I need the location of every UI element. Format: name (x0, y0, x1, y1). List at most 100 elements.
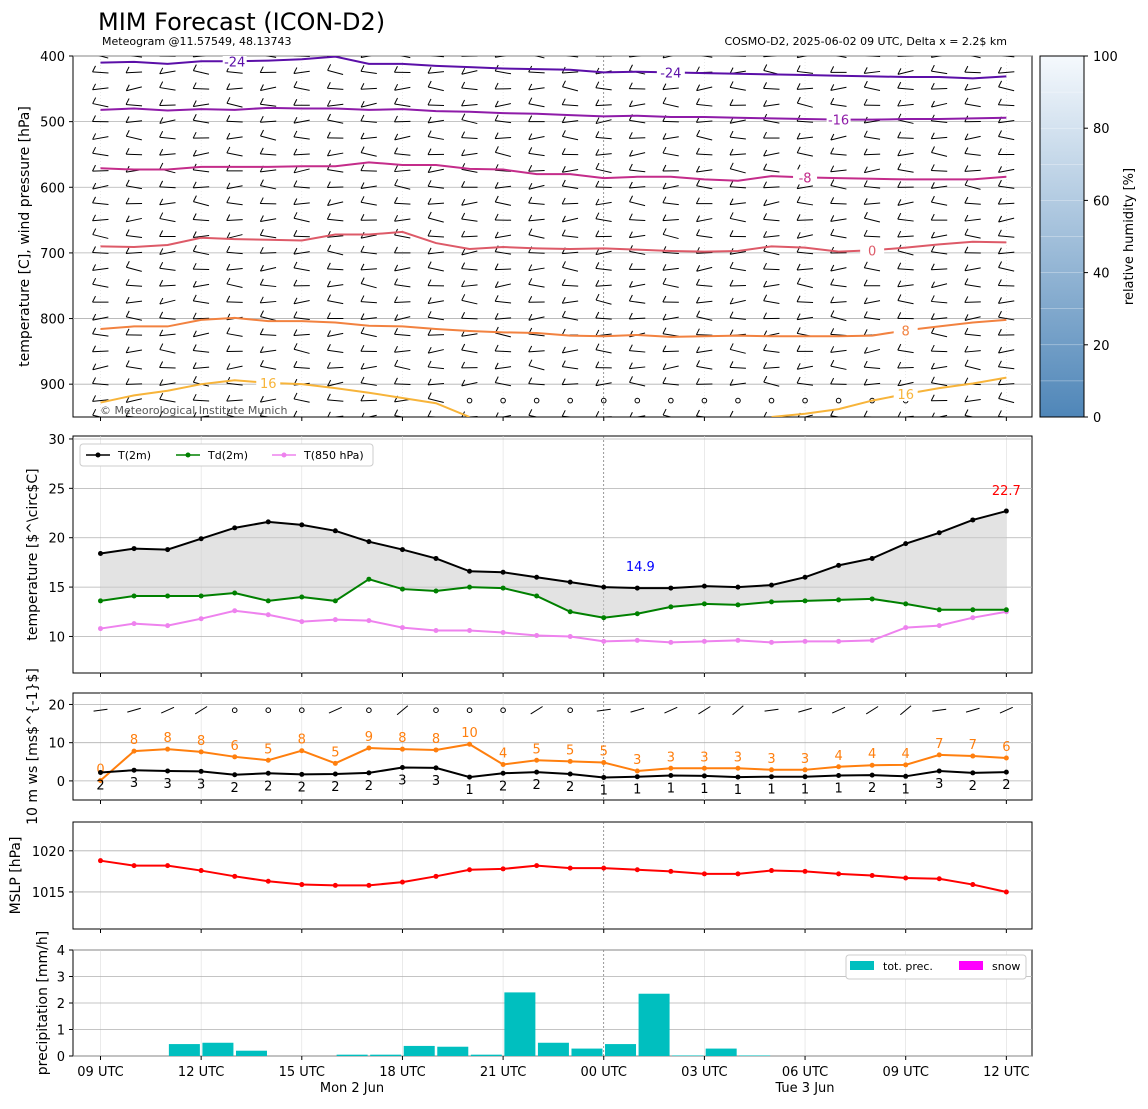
wind-barb (898, 367, 914, 368)
series-point (601, 639, 606, 644)
gust-value-label: 4 (834, 749, 842, 764)
colorbar-tick-label: 40 (1093, 267, 1110, 282)
series-point (501, 630, 506, 635)
series-point (534, 758, 539, 763)
wind-barb (596, 187, 612, 188)
gust-value-label: 5 (566, 743, 574, 758)
wind-panel: 0888658598810455533333344477623332222233… (25, 668, 1032, 825)
wind-barb (898, 138, 914, 139)
series-point (333, 598, 338, 603)
precip-bar (337, 1055, 368, 1056)
wind-barb (260, 253, 276, 254)
series-point (937, 623, 942, 628)
series-point (132, 768, 137, 773)
series-point (870, 773, 875, 778)
series-point (534, 863, 539, 868)
precip-bar (605, 1044, 636, 1056)
series-point (937, 607, 942, 612)
y-tick-label: 3 (57, 971, 65, 986)
isotherm-label: -16 (828, 114, 849, 129)
wind-barb (663, 121, 679, 122)
series-point (1004, 770, 1009, 775)
series-point (400, 625, 405, 630)
series-point (836, 773, 841, 778)
series-point (165, 547, 170, 552)
series-point (366, 883, 371, 888)
precip-bar (672, 1055, 703, 1056)
gust-value-label: 8 (432, 732, 440, 747)
x-tick-label: 12 UTC (983, 1065, 1029, 1080)
wind-barb (327, 187, 343, 188)
copyright-label: © Meteorological Institute Munich (100, 404, 287, 417)
series-point (501, 762, 506, 767)
series-point (434, 874, 439, 879)
series-point (534, 770, 539, 775)
series-point (534, 633, 539, 638)
wind-barb (361, 400, 377, 401)
series-point (635, 768, 640, 773)
gust-value-label: 6 (1002, 740, 1010, 755)
series-point (534, 575, 539, 580)
series-point (702, 773, 707, 778)
gust-value-label: 3 (700, 750, 708, 765)
series-point (702, 766, 707, 771)
series-point (635, 867, 640, 872)
series-point (635, 611, 640, 616)
series-point (333, 617, 338, 622)
series-point (434, 556, 439, 561)
y-tick-label: 10 (48, 737, 65, 752)
precip-bar (404, 1046, 435, 1056)
series-point (266, 758, 271, 763)
legend-t2m: T(2m) (117, 449, 151, 462)
wind-barb (462, 318, 478, 319)
max-temperature-label: 22.7 (992, 484, 1021, 499)
y-tick-label: 400 (40, 50, 65, 65)
y-tick-label: 800 (40, 313, 65, 328)
gust-value-label: 8 (163, 731, 171, 746)
series-point (635, 774, 640, 779)
wind-panel-frame (73, 693, 1032, 800)
series-point (803, 869, 808, 874)
series-point (165, 747, 170, 752)
series-point (903, 625, 908, 630)
series-point (769, 599, 774, 604)
x-tick-label: 03 UTC (681, 1065, 727, 1080)
series-point (199, 749, 204, 754)
gust-value-label: 5 (533, 742, 541, 757)
wind-barb (730, 285, 746, 286)
series-point (299, 594, 304, 599)
series-point (98, 770, 103, 775)
y-tick-label: 1 (57, 1024, 65, 1039)
wind-barb (394, 384, 410, 385)
gust-value-label: 3 (767, 752, 775, 767)
wind-value-label: 3 (398, 774, 406, 789)
wind-value-label: 1 (834, 782, 842, 797)
series-point (668, 586, 673, 591)
x-tick-label: 12 UTC (178, 1065, 224, 1080)
series-point (970, 517, 975, 522)
series-point (903, 601, 908, 606)
precip-bar (169, 1044, 200, 1056)
x-tick-label: 21 UTC (480, 1065, 526, 1080)
gust-value-label: 3 (667, 750, 675, 765)
series-point (735, 871, 740, 876)
precip-bar (571, 1049, 602, 1056)
series-point (870, 596, 875, 601)
series-point (366, 539, 371, 544)
wind-barb (797, 220, 813, 221)
gust-value-label: 7 (935, 737, 943, 752)
series-point (366, 618, 371, 623)
series-point (199, 616, 204, 621)
series-point (702, 639, 707, 644)
series-point (400, 547, 405, 552)
colorbar-label: relative humidity [%] (1122, 168, 1137, 305)
gust-value-label: 4 (902, 747, 910, 762)
series-point (467, 742, 472, 747)
wind-value-label: 1 (600, 783, 608, 798)
y-tick-label: 1020 (32, 845, 65, 860)
series-point (132, 593, 137, 598)
